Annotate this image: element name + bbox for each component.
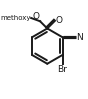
- Text: N: N: [76, 33, 83, 42]
- Text: methoxy: methoxy: [0, 15, 30, 21]
- Text: O: O: [32, 12, 39, 21]
- Text: Br: Br: [58, 65, 67, 74]
- Text: O: O: [56, 16, 63, 25]
